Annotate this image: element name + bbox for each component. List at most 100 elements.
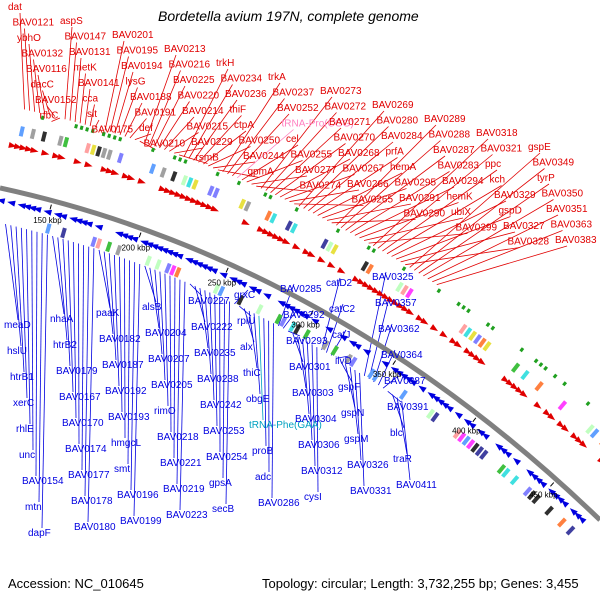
cog-box <box>365 263 374 275</box>
leader-line <box>119 87 138 136</box>
tick-label: 300 kbp <box>291 320 320 329</box>
leader-line <box>129 118 147 139</box>
cog-box <box>100 147 108 159</box>
leader-line <box>154 85 186 147</box>
reverse-gene-mark <box>348 340 358 348</box>
gc-mark <box>74 123 79 129</box>
leader-line <box>51 117 61 122</box>
gene-label-bav0204: BAV0204 <box>145 328 187 339</box>
cog-box <box>557 400 568 411</box>
reverse-gene-mark <box>94 225 104 231</box>
leader-line <box>94 119 100 128</box>
cog-box <box>522 486 533 497</box>
forward-gene-mark <box>163 187 173 193</box>
tick-mark <box>138 232 142 238</box>
leader-line <box>350 171 450 234</box>
gene-label-slt: slt <box>87 109 97 120</box>
forward-gene-mark <box>301 248 311 255</box>
cog-box <box>191 179 199 190</box>
gene-label-bav0265: BAV0265 <box>352 195 394 206</box>
gene-label-bav0234: BAV0234 <box>221 74 263 85</box>
leader-line <box>225 301 230 505</box>
reverse-gene-mark <box>578 516 587 524</box>
cog-box <box>264 210 273 222</box>
leader-line <box>98 249 111 309</box>
gene-label-bav0318: BAV0318 <box>476 128 518 139</box>
reverse-gene-mark <box>160 248 169 254</box>
leader-line <box>62 238 71 367</box>
gene-label-bav0387: BAV0387 <box>384 376 426 387</box>
leader-line <box>418 183 550 274</box>
gene-label-bav0187: BAV0187 <box>102 360 144 371</box>
gene-label-gspn: gspN <box>341 408 364 419</box>
cog-box <box>217 285 226 297</box>
gene-label-bav0213: BAV0213 <box>164 44 206 55</box>
gc-mark <box>485 322 491 328</box>
cog-box <box>269 212 278 224</box>
reverse-gene-mark <box>325 326 334 334</box>
cog-box <box>501 467 511 478</box>
forward-gene-mark <box>510 382 519 391</box>
gene-label-bav0270: BAV0270 <box>334 133 376 144</box>
reverse-gene-mark <box>353 343 362 351</box>
reverse-gene-mark <box>253 288 263 295</box>
label-leader-lines <box>5 12 568 529</box>
gc-mark <box>112 135 117 140</box>
feature-tracks <box>0 115 600 536</box>
gene-label-bav0288: BAV0288 <box>429 130 471 141</box>
cog-box <box>105 241 113 253</box>
leader-line <box>298 110 385 207</box>
gene-label-bav0170: BAV0170 <box>62 418 104 429</box>
gene-label-bav0304: BAV0304 <box>295 414 337 425</box>
reverse-gene-mark <box>427 392 436 400</box>
leader-line <box>349 366 359 435</box>
forward-gene-mark <box>395 302 405 309</box>
leader-line <box>414 168 545 271</box>
cog-box <box>29 128 36 140</box>
gc-mark <box>183 159 188 164</box>
leader-line <box>84 246 90 497</box>
leader-line <box>260 96 333 189</box>
gene-labels: dat BAV0121 ybhO BAV0132 BAV0116 dacC BAV0152 r… <box>4 2 597 539</box>
reverse-gene-mark <box>238 281 248 288</box>
reverse-gene-mark <box>17 203 27 210</box>
cog-box <box>531 494 542 505</box>
gene-label-bav0272: BAV0272 <box>325 102 367 113</box>
gene-label-bav0283: BAV0283 <box>438 161 480 172</box>
gene-label-trkh: trkH <box>216 58 234 69</box>
leader-line <box>154 269 163 355</box>
leader-line <box>326 303 344 353</box>
gc-mark <box>85 127 90 132</box>
leader-line <box>287 330 301 337</box>
gene-label-thif: thiF <box>230 105 247 116</box>
cog-box <box>279 316 288 327</box>
gc-mark <box>562 381 568 387</box>
reverse-gene-mark <box>409 379 418 387</box>
gene-label-bav0244: BAV0244 <box>243 151 285 162</box>
leader-line <box>159 271 166 381</box>
cog-box <box>57 135 64 147</box>
gene-label-asps: aspS <box>60 16 83 27</box>
leader-line <box>386 185 502 255</box>
leader-line <box>275 143 346 196</box>
reverse-gene-mark <box>194 262 204 268</box>
reverse-gene-mark <box>548 488 557 496</box>
cog-box <box>470 442 480 453</box>
leader-line <box>359 372 365 487</box>
gc-mark <box>466 308 471 314</box>
leader-line <box>159 101 190 149</box>
reverse-gene-mark <box>150 244 159 251</box>
gene-label-bav0268: BAV0268 <box>338 148 380 159</box>
forward-gene-mark <box>256 225 266 232</box>
gene-label-ppc: ppc <box>485 159 501 170</box>
tick-mark <box>310 310 314 316</box>
leader-line <box>311 344 316 467</box>
gc-mark <box>236 180 242 186</box>
leader-line <box>368 297 390 380</box>
gene-label-bav0292: BAV0292 <box>283 310 325 321</box>
cog-box <box>398 389 408 400</box>
gene-label-kch: kch <box>490 175 506 186</box>
forward-gene-mark <box>189 197 199 203</box>
reverse-gene-mark <box>287 305 296 313</box>
reverse-gene-mark <box>556 496 565 504</box>
